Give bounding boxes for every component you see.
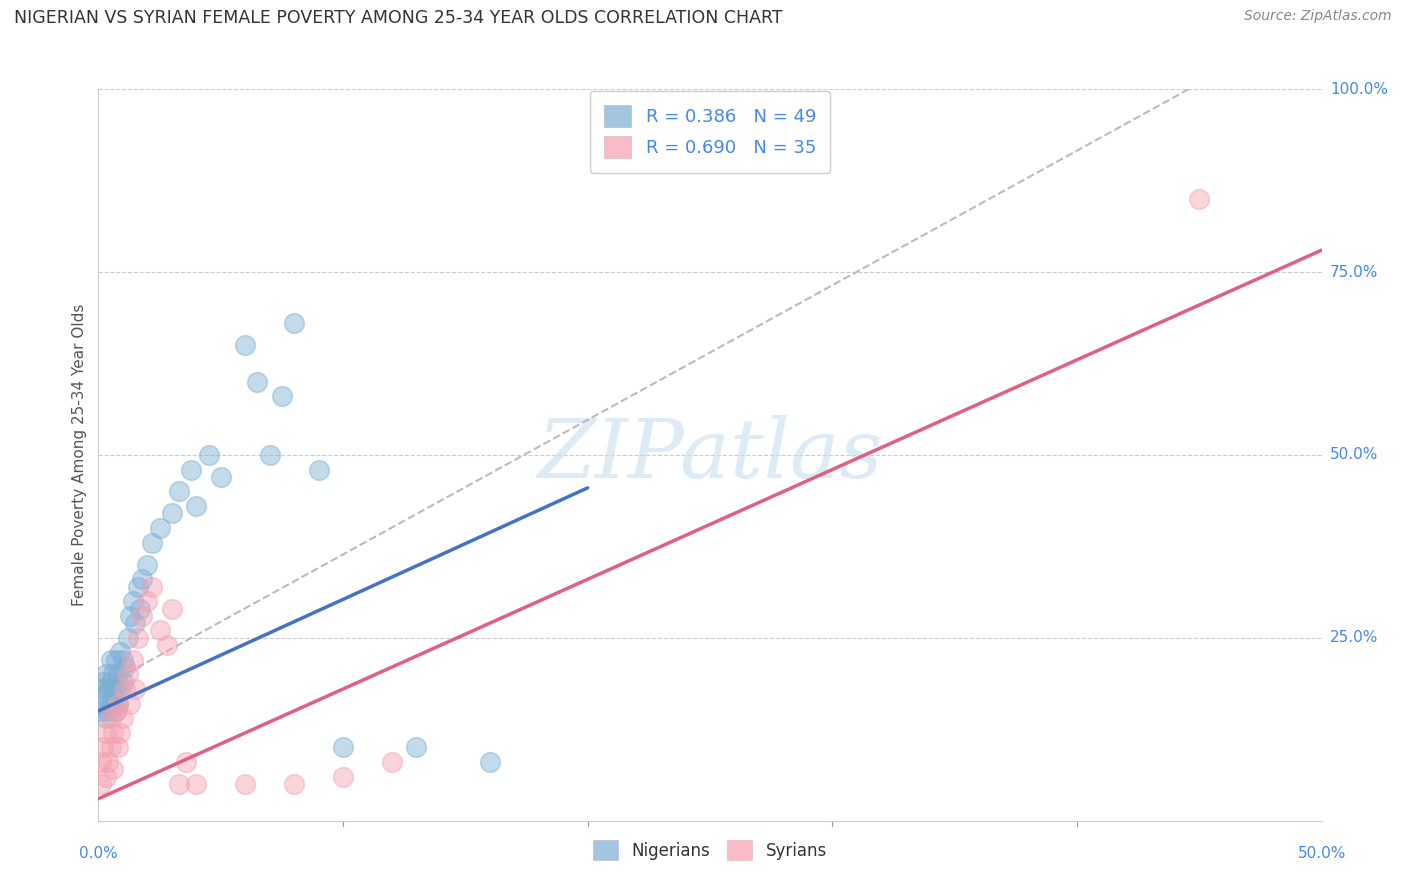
Text: 25.0%: 25.0% [1330, 631, 1378, 645]
Y-axis label: Female Poverty Among 25-34 Year Olds: Female Poverty Among 25-34 Year Olds [72, 304, 87, 606]
Point [167, 777, 190, 791]
Point [308, 462, 330, 476]
Text: Source: ZipAtlas.com: Source: ZipAtlas.com [1244, 9, 1392, 23]
Point [104, 704, 127, 718]
Point [90, 755, 112, 769]
Point [97, 681, 120, 696]
Point [94, 690, 117, 704]
Point [107, 740, 129, 755]
Point [167, 484, 190, 499]
Text: 50.0%: 50.0% [1298, 846, 1346, 861]
Point [160, 507, 183, 521]
Text: 100.0%: 100.0% [1330, 82, 1388, 96]
Point [209, 470, 232, 484]
Point [149, 521, 172, 535]
Point [127, 580, 149, 594]
Point [100, 674, 122, 689]
Point [101, 690, 124, 704]
Point [90, 704, 112, 718]
Point [91, 674, 114, 689]
Point [121, 594, 143, 608]
Legend: Nigerians, Syrians: Nigerians, Syrians [586, 833, 834, 867]
Point [478, 755, 501, 769]
Point [186, 499, 208, 513]
Point [104, 653, 127, 667]
Text: 75.0%: 75.0% [1330, 265, 1378, 279]
Point [111, 674, 134, 689]
Point [91, 740, 114, 755]
Text: ZIPatlas: ZIPatlas [537, 415, 883, 495]
Point [101, 726, 124, 740]
Point [136, 558, 159, 572]
Point [104, 704, 127, 718]
Point [120, 608, 142, 623]
Text: 50.0%: 50.0% [1330, 448, 1378, 462]
Point [97, 704, 120, 718]
Point [127, 631, 149, 645]
Point [94, 667, 117, 681]
Point [107, 697, 129, 711]
Point [121, 653, 143, 667]
Point [259, 448, 281, 462]
Point [141, 580, 163, 594]
Point [186, 777, 208, 791]
Point [117, 631, 139, 645]
Point [107, 667, 129, 681]
Point [117, 667, 139, 681]
Point [381, 755, 404, 769]
Point [90, 681, 112, 696]
Point [114, 660, 136, 674]
Point [233, 777, 256, 791]
Point [270, 389, 294, 403]
Point [101, 763, 124, 777]
Point [131, 608, 153, 623]
Point [110, 681, 132, 696]
Point [1188, 192, 1211, 206]
Point [110, 645, 132, 659]
Text: NIGERIAN VS SYRIAN FEMALE POVERTY AMONG 25-34 YEAR OLDS CORRELATION CHART: NIGERIAN VS SYRIAN FEMALE POVERTY AMONG … [14, 9, 783, 27]
Point [129, 601, 152, 615]
Point [233, 338, 256, 352]
Point [104, 681, 127, 696]
Point [156, 638, 179, 652]
Point [100, 697, 122, 711]
Point [246, 375, 269, 389]
Point [124, 681, 146, 696]
Point [107, 697, 129, 711]
Point [176, 755, 198, 769]
Point [160, 601, 183, 615]
Point [332, 740, 354, 755]
Point [94, 726, 117, 740]
Point [180, 462, 202, 476]
Point [136, 594, 159, 608]
Point [91, 697, 114, 711]
Text: 0.0%: 0.0% [79, 846, 118, 861]
Point [110, 726, 132, 740]
Point [90, 777, 112, 791]
Point [111, 653, 134, 667]
Point [111, 711, 134, 725]
Point [97, 755, 120, 769]
Point [114, 681, 136, 696]
Point [131, 572, 153, 586]
Point [149, 624, 172, 638]
Point [332, 770, 354, 784]
Point [283, 777, 305, 791]
Point [197, 448, 219, 462]
Point [283, 316, 305, 330]
Point [405, 740, 427, 755]
Point [101, 667, 124, 681]
Point [94, 711, 117, 725]
Point [141, 535, 163, 549]
Point [100, 653, 122, 667]
Point [100, 711, 122, 725]
Point [100, 740, 122, 755]
Point [94, 770, 117, 784]
Point [120, 697, 142, 711]
Point [124, 616, 146, 631]
